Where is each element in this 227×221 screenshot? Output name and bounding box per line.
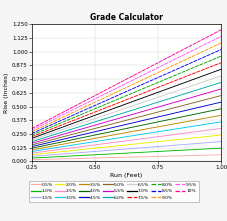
Legend: 0.5%, 1.0%, 1.5%, 2.0%, 2.5%, 3.0%, 3.5%, 4.0%, 4.5%, 5.0%, 5.5%, 6.0%, 6.5%, 7.: 0.5%, 1.0%, 1.5%, 2.0%, 2.5%, 3.0%, 3.5%… [28,181,199,202]
Y-axis label: Rise (Inches): Rise (Inches) [4,73,9,113]
X-axis label: Run (Feet): Run (Feet) [110,173,142,178]
Title: Grade Calculator: Grade Calculator [90,13,162,22]
